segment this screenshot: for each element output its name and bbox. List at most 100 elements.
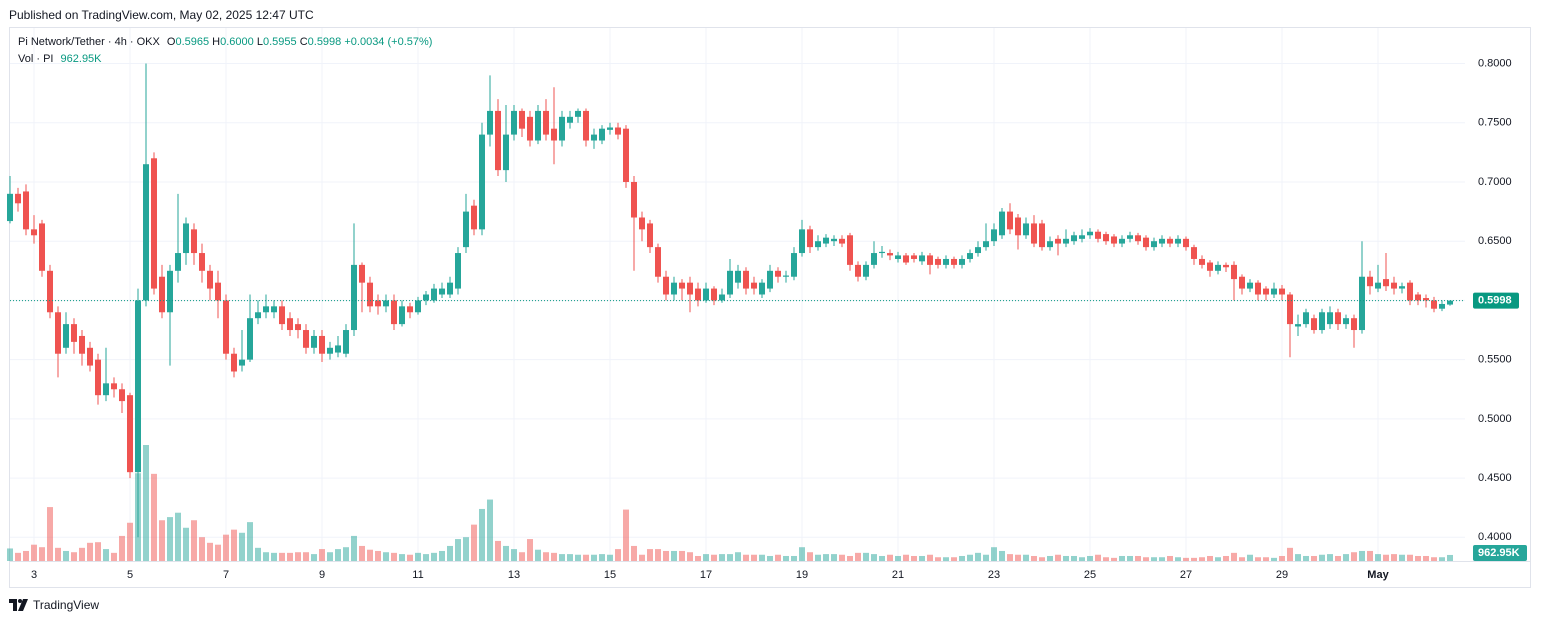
volume-bar: [791, 555, 797, 561]
volume-bar: [375, 550, 381, 561]
candle-body: [79, 335, 85, 354]
volume-bar: [719, 554, 725, 561]
x-tick-label: 25: [1084, 569, 1096, 581]
open: 0.5965: [175, 36, 210, 48]
volume-bar: [535, 549, 541, 561]
volume-bar: [55, 547, 61, 561]
candle-body: [791, 253, 797, 277]
candle-body: [591, 134, 597, 141]
volume-bar: [519, 552, 525, 561]
candle-body: [1023, 223, 1029, 236]
volume-bar: [591, 554, 597, 561]
volume-bar: [303, 552, 309, 561]
volume-bar: [631, 545, 637, 561]
volume-bar: [487, 499, 493, 561]
candle-body: [671, 282, 677, 295]
volume-bar: [1383, 554, 1389, 561]
volume-bar: [391, 552, 397, 561]
volume-bar: [247, 522, 253, 561]
volume-bar: [271, 552, 277, 561]
volume-bar: [143, 445, 149, 561]
candle-body: [1039, 223, 1045, 248]
volume-bar: [1095, 554, 1101, 561]
candle-body: [935, 258, 941, 265]
candle-body: [711, 288, 717, 301]
volume-bar: [1335, 555, 1341, 561]
candle-body: [103, 383, 109, 396]
volume-bar: [943, 557, 949, 561]
volume-bar: [223, 534, 229, 561]
candle-body: [1343, 318, 1349, 325]
x-tick-label: 3: [31, 569, 37, 581]
change: +0.0034 (+0.57%): [344, 36, 433, 48]
candle-body: [719, 294, 725, 301]
y-tick-label: 0.5500: [1478, 354, 1512, 366]
candle-body: [895, 255, 901, 259]
volume-bar: [599, 554, 605, 561]
candle-body: [951, 258, 957, 265]
volume-bar: [447, 545, 453, 561]
candle-body: [927, 255, 933, 265]
l-label: L: [256, 36, 263, 48]
x-tick-label: 17: [700, 569, 712, 581]
candle-body: [375, 300, 381, 307]
candle-body: [159, 276, 165, 313]
candle-body: [1191, 247, 1197, 259]
candle-body: [879, 251, 885, 254]
volume-bar: [759, 554, 765, 561]
volume-bar: [1319, 554, 1325, 561]
candle-body: [407, 306, 413, 313]
candle-body: [71, 324, 77, 342]
candle-body: [1415, 294, 1421, 301]
candle-body: [183, 223, 189, 254]
candle-body: [1263, 288, 1269, 295]
candle-body: [247, 318, 253, 360]
legend: Pi Network/Tether · 4h · OKX O0.5965 H0.…: [18, 36, 432, 48]
volume-bar: [295, 552, 301, 561]
candle-body: [639, 217, 645, 230]
candle-body: [111, 383, 117, 390]
volume-bar: [823, 554, 829, 561]
candle-body: [1351, 318, 1357, 331]
volume-bar: [1375, 554, 1381, 561]
candle-body: [279, 306, 285, 325]
volume-bar: [559, 554, 565, 561]
candle-body: [1015, 217, 1021, 236]
candle-body: [567, 116, 573, 123]
candle-body: [39, 223, 45, 271]
candle-body: [1047, 241, 1053, 248]
candle-body: [415, 300, 421, 313]
candle-body: [767, 270, 773, 289]
candle-body: [1167, 238, 1173, 244]
low: 0.5955: [262, 36, 297, 48]
volume-legend: Vol · PI 962.95K: [18, 53, 102, 65]
candle-body: [367, 282, 373, 307]
volume-bar: [711, 554, 717, 561]
volume-bar: [887, 554, 893, 561]
candle-body: [1407, 282, 1413, 301]
volume-bar: [1271, 557, 1277, 561]
volume-bar: [1079, 557, 1085, 561]
volume-bar: [919, 555, 925, 561]
candle-body: [135, 300, 141, 473]
volume-bar: [903, 554, 909, 561]
volume-bar: [1175, 557, 1181, 561]
candle-body: [207, 270, 213, 289]
volume-bar: [1111, 557, 1117, 561]
candle-body: [695, 288, 701, 301]
candle-body: [1391, 282, 1397, 289]
volume-bar: [663, 550, 669, 561]
candle-body: [1135, 235, 1141, 242]
candle-body: [911, 255, 917, 259]
volume-bar: [967, 554, 973, 561]
candle-body: [399, 306, 405, 325]
candle-body: [1447, 300, 1453, 305]
volume-bar: [1255, 557, 1261, 561]
volume-bar: [1135, 555, 1141, 561]
volume-bar: [1367, 550, 1373, 561]
close: 0.5998: [307, 36, 342, 48]
candle-body: [1151, 241, 1157, 248]
candle-body: [143, 164, 149, 301]
volume-bar: [335, 549, 341, 561]
candle-body: [271, 306, 277, 313]
